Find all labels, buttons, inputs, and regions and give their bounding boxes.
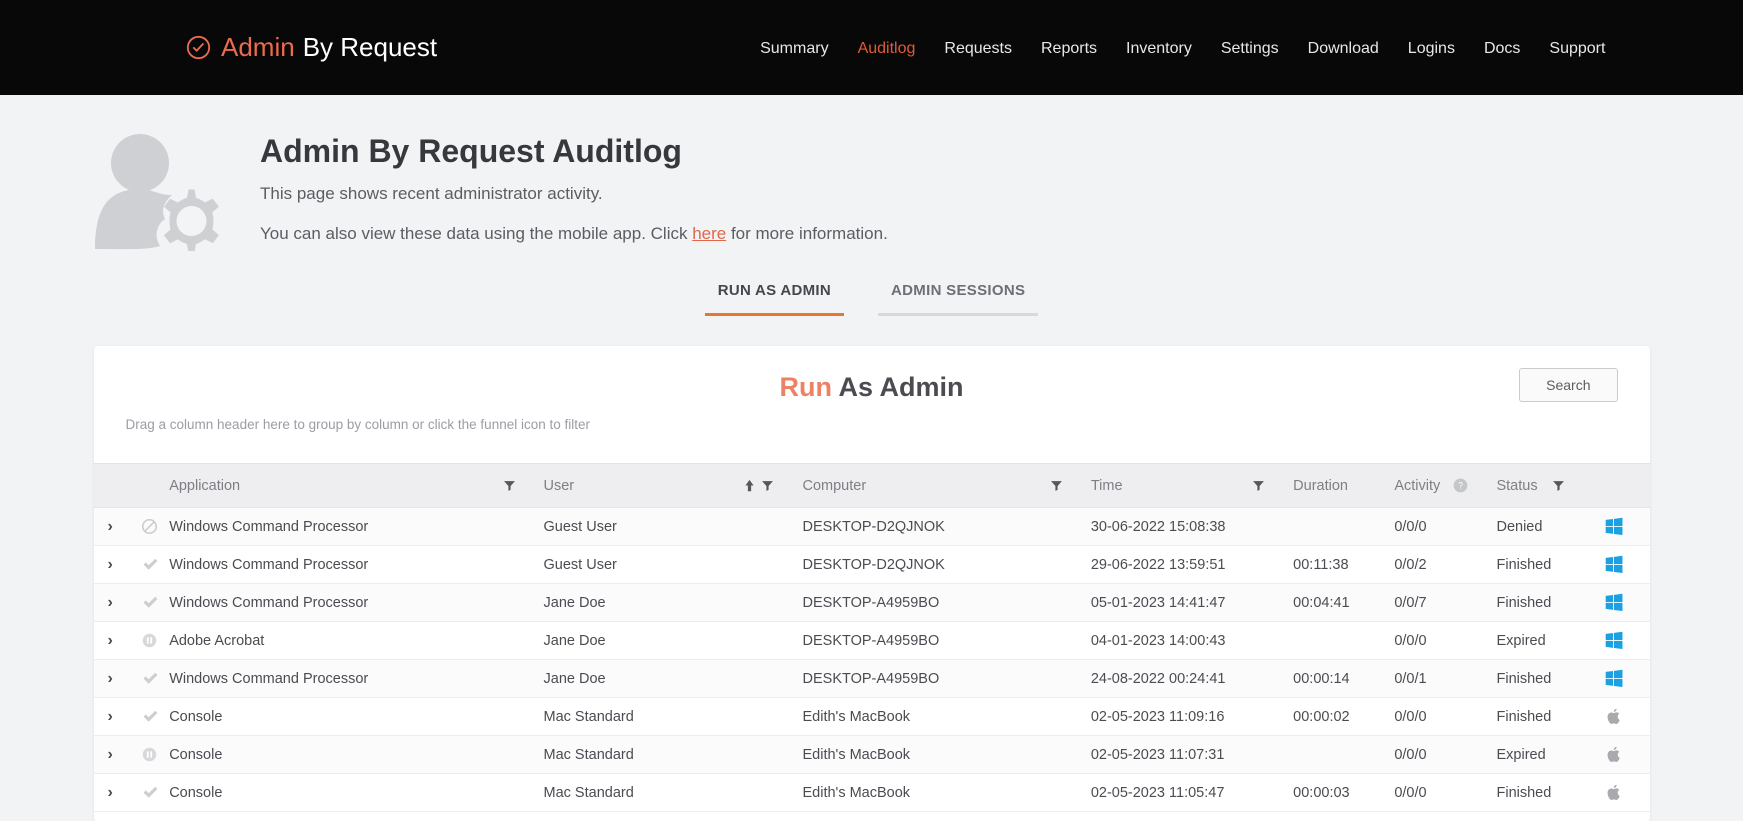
svg-text:?: ? [1459, 481, 1464, 491]
